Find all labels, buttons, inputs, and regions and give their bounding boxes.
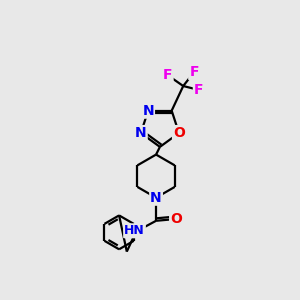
Text: N: N: [135, 126, 147, 140]
Text: F: F: [189, 65, 199, 79]
Text: F: F: [163, 68, 172, 82]
Text: HN: HN: [124, 224, 145, 237]
Text: O: O: [170, 212, 182, 226]
Text: N: N: [150, 191, 162, 205]
Text: O: O: [173, 126, 185, 140]
Text: F: F: [194, 83, 203, 97]
Text: N: N: [142, 104, 154, 118]
